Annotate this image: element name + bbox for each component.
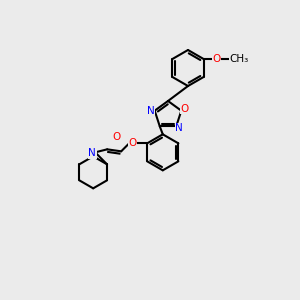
Text: N: N xyxy=(147,106,154,116)
Text: CH₃: CH₃ xyxy=(230,54,249,64)
Text: N: N xyxy=(176,123,183,133)
Text: O: O xyxy=(112,132,120,142)
Text: O: O xyxy=(180,104,188,114)
Text: N: N xyxy=(88,148,96,158)
Text: O: O xyxy=(212,54,221,64)
Text: O: O xyxy=(128,138,136,148)
